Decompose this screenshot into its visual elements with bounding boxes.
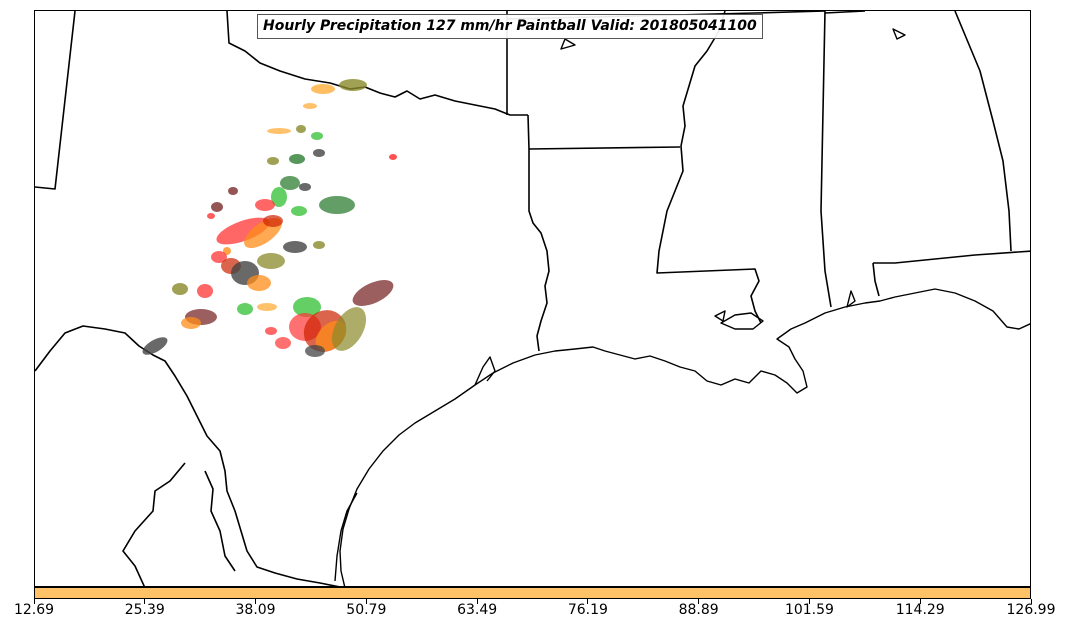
colorbar-tick — [365, 599, 367, 604]
colorbar-tick-label: 126.99 — [1006, 602, 1056, 618]
colorbar-tick — [33, 599, 35, 604]
map-title: Hourly Precipitation 127 mm/hr Paintball… — [257, 14, 763, 39]
colorbar-tick — [1030, 599, 1032, 604]
colorbar-tick — [144, 599, 146, 604]
mississippi-river — [656, 11, 762, 324]
mobile-bay — [846, 290, 856, 308]
galveston-bay — [474, 356, 496, 386]
map-area — [34, 10, 1031, 587]
colorbar-tick — [919, 599, 921, 604]
colorbar-tick-label: 63.49 — [457, 602, 498, 618]
colorbar-tick-label: 114.29 — [895, 602, 945, 618]
colorbar-tick-label: 12.69 — [13, 602, 55, 618]
colorbar-tick — [587, 599, 589, 604]
ar-la-border — [528, 146, 681, 150]
lake-small-2 — [560, 38, 576, 50]
gulf-coast — [339, 288, 1030, 586]
al-ga-border — [954, 11, 1012, 252]
colorbar-tick — [255, 599, 257, 604]
nm-ok-border — [35, 11, 76, 190]
lake-pontchartrain — [720, 312, 764, 330]
precipitation-paintball — [142, 79, 397, 357]
colorbar-tick-label: 25.39 — [124, 602, 165, 618]
fl-west-border — [872, 262, 880, 297]
colorbar-tick-label: 38.09 — [235, 602, 276, 618]
map-canvas — [35, 11, 1030, 586]
tn-fragment — [824, 11, 866, 14]
colorbar-tick — [476, 599, 478, 604]
tx-la-border — [527, 114, 550, 352]
colorbar-tick-label: 88.89 — [678, 602, 719, 618]
mexico-state-line-1 — [122, 462, 186, 586]
lake-small-3 — [892, 28, 906, 40]
colorbar-tick-label: 101.59 — [784, 602, 834, 618]
mexico-state-line-2 — [204, 470, 236, 572]
al-fl-border — [873, 250, 1030, 264]
padre-island — [334, 492, 358, 582]
rio-grande-border — [35, 325, 340, 586]
coastline — [334, 28, 1030, 586]
lake-small-1 — [714, 310, 726, 322]
state-borders — [35, 11, 1030, 586]
colorbar-tick — [808, 599, 810, 604]
red-river-border — [226, 11, 528, 116]
colorbar — [34, 587, 1031, 599]
ms-al-border — [820, 11, 832, 308]
colorbar-tick-label: 76.19 — [567, 602, 608, 618]
colorbar-tick-label: 50.79 — [346, 602, 387, 618]
colorbar-tick — [698, 599, 700, 604]
